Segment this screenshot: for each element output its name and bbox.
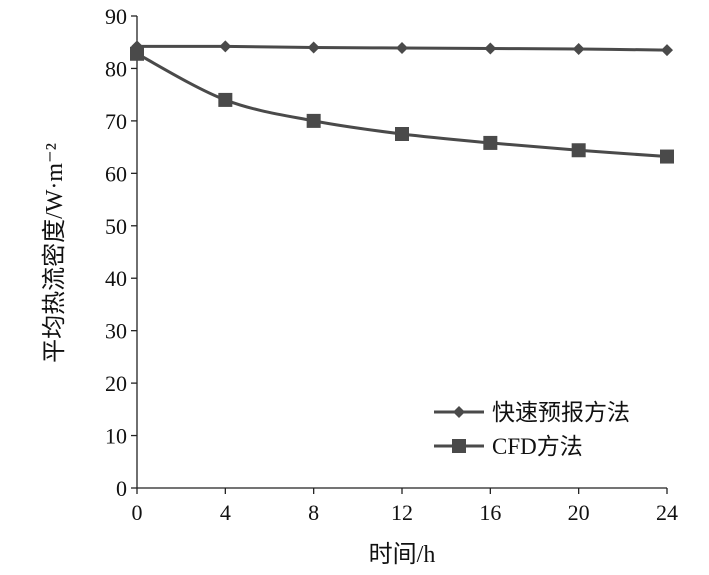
series-1-point — [572, 43, 585, 56]
x-tick-label: 16 — [479, 500, 501, 525]
series-2-point — [130, 46, 144, 61]
series-1-point — [219, 40, 232, 53]
y-tick-label: 40 — [105, 266, 127, 291]
legend-swatch-marker — [452, 439, 466, 453]
legend-swatch-marker — [453, 406, 465, 418]
legend-label: 快速预报方法 — [492, 400, 630, 425]
series-2-point — [306, 113, 321, 128]
series-2-line — [136, 52, 668, 159]
y-tick-label: 90 — [105, 4, 127, 29]
y-tick-label: 0 — [116, 476, 127, 501]
y-tick-label: 30 — [105, 319, 127, 344]
y-tick-label: 60 — [105, 161, 127, 186]
x-tick-label: 0 — [132, 500, 143, 525]
x-axis-ticks: 0 4 8 12 16 20 24 — [132, 488, 678, 525]
series-1-point — [661, 44, 673, 57]
series-2-point — [571, 143, 586, 158]
x-tick-label: 20 — [568, 500, 590, 525]
x-tick-label: 4 — [220, 500, 231, 525]
legend-label: CFD方法 — [492, 434, 583, 459]
x-tick-label: 24 — [656, 500, 678, 525]
series-2-point — [218, 92, 233, 107]
legend-item-2: CFD方法 — [434, 434, 583, 459]
series-2-point — [395, 127, 409, 141]
series-2-point — [660, 149, 674, 164]
series-1 — [131, 40, 673, 57]
x-tick-label: 8 — [308, 500, 319, 525]
x-axis-label: 时间/h — [369, 541, 436, 568]
series-2-point — [483, 135, 498, 150]
y-axis-ticks: 0 10 20 30 40 50 60 70 80 90 — [105, 4, 137, 501]
series-1-point — [307, 41, 320, 54]
legend-item-1: 快速预报方法 — [434, 400, 630, 425]
y-axis-label: 平均热流密度/W·m⁻² — [41, 143, 68, 363]
y-tick-label: 80 — [105, 56, 127, 81]
series-layer — [130, 40, 674, 164]
series-2 — [130, 46, 674, 164]
y-tick-label: 10 — [105, 424, 127, 449]
y-tick-label: 20 — [105, 371, 127, 396]
x-tick-label: 12 — [391, 500, 413, 525]
y-tick-label: 50 — [105, 214, 127, 239]
series-1-point — [396, 41, 408, 54]
y-tick-label: 70 — [105, 109, 127, 134]
legend: 快速预报方法 CFD方法 — [434, 400, 630, 459]
series-1-point — [484, 42, 497, 55]
